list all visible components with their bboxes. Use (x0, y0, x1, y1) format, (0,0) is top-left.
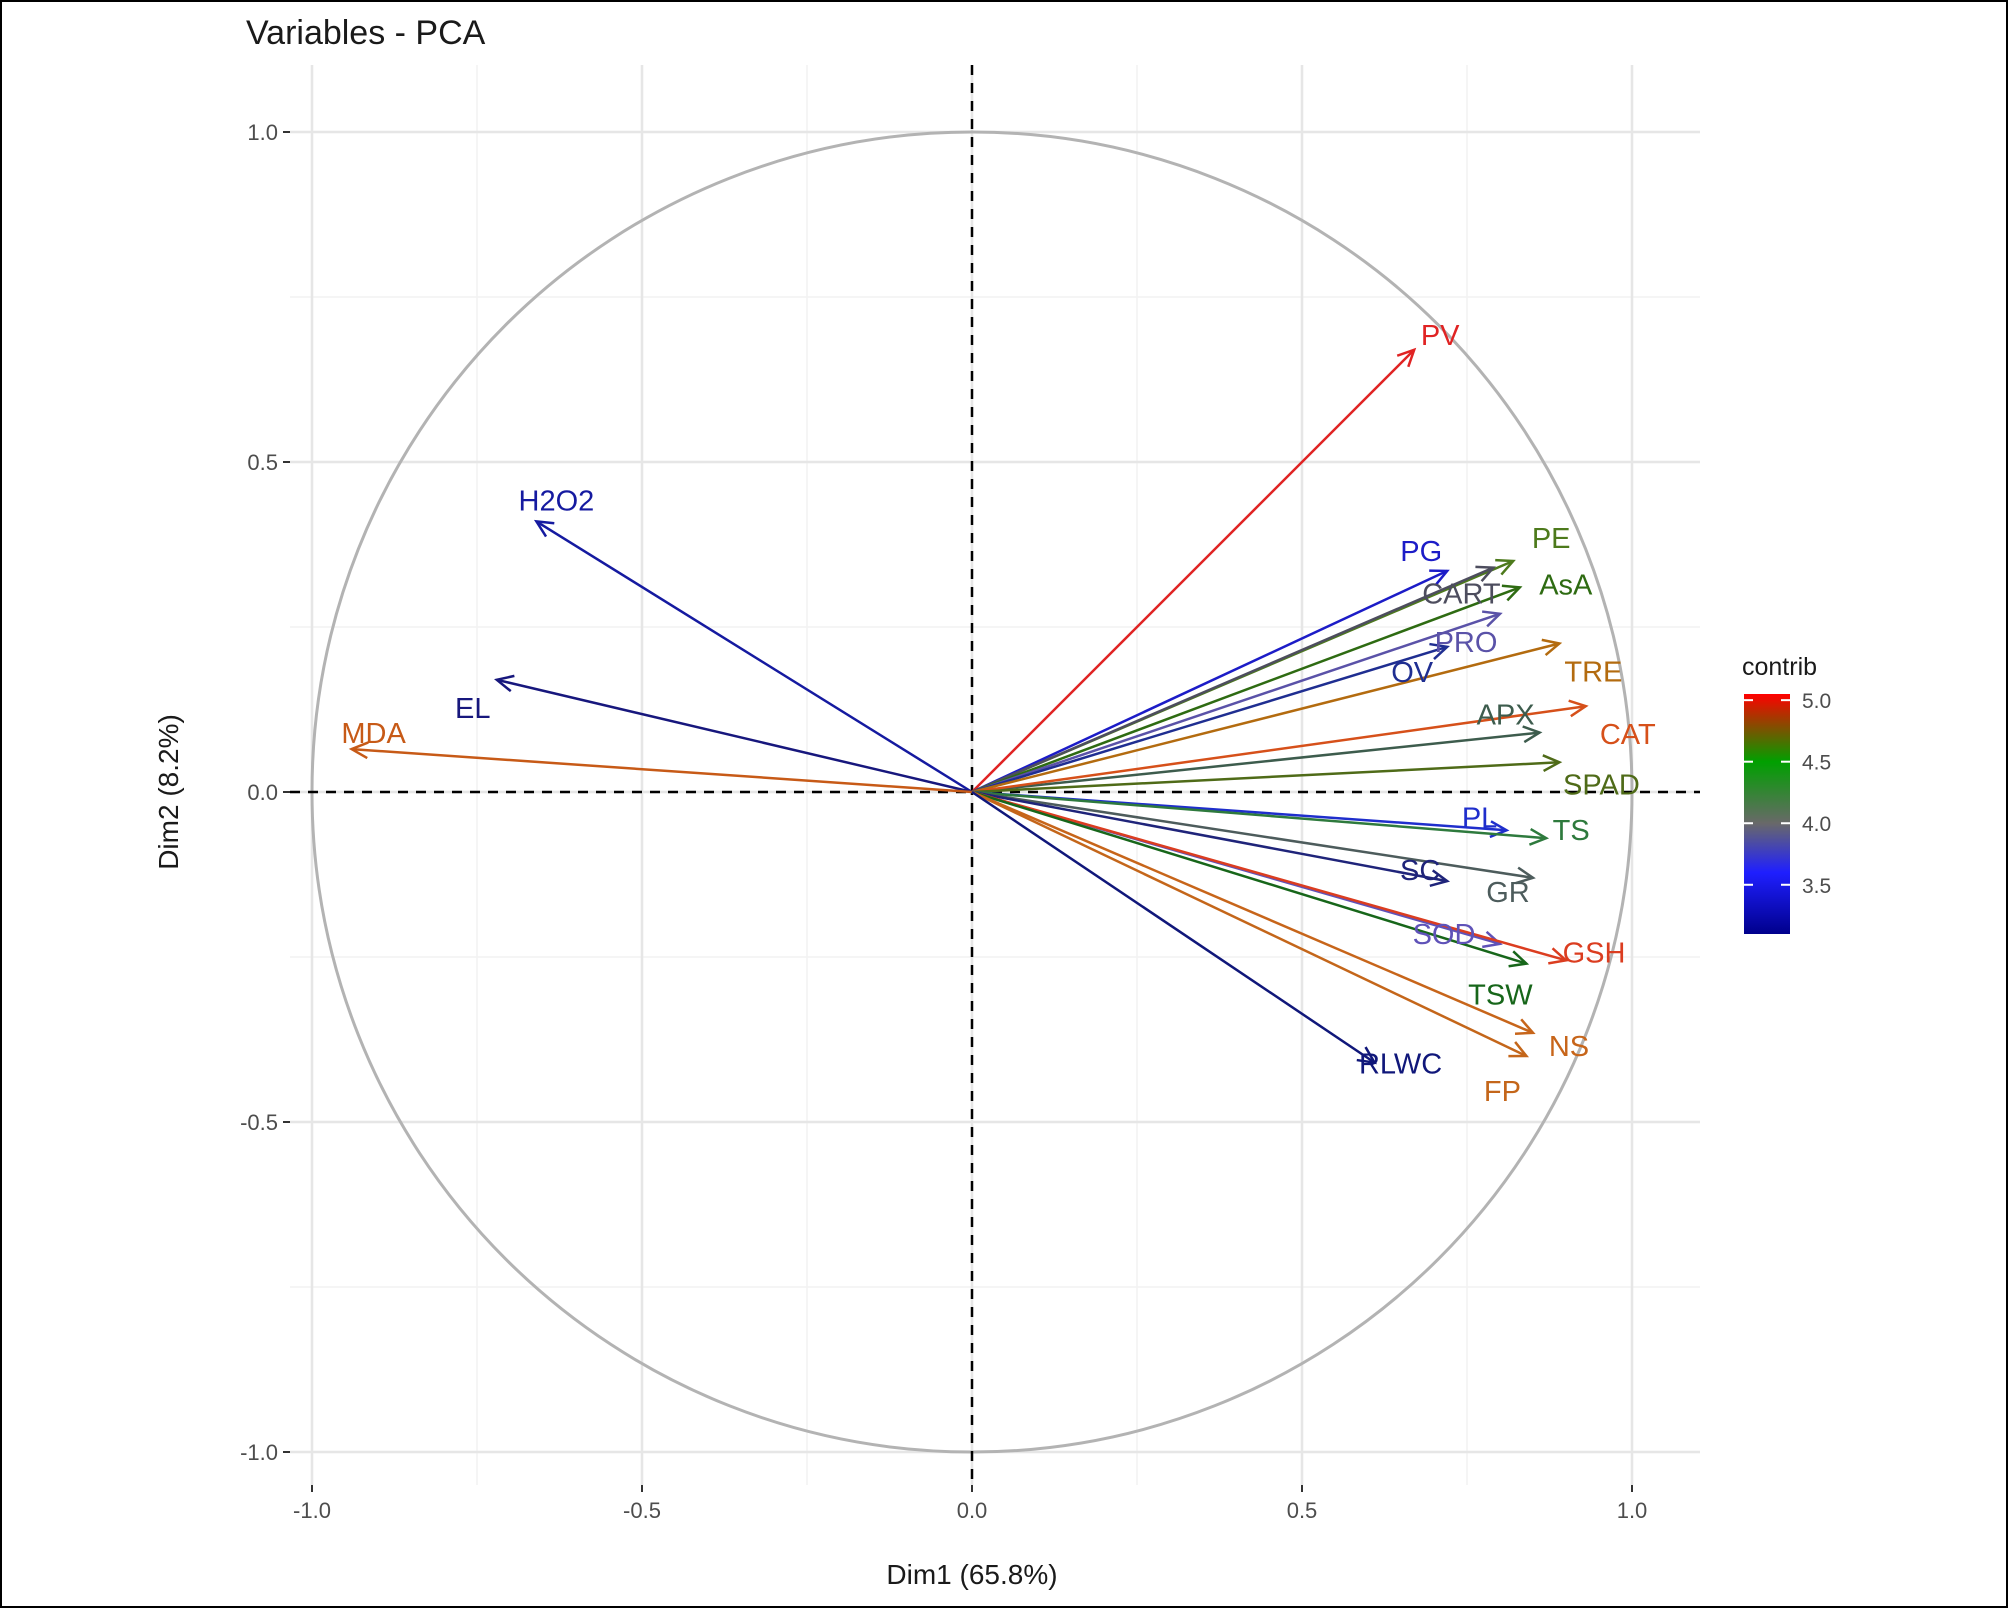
x-tick-label: 1.0 (1617, 1498, 1648, 1523)
arrow-pg (971, 569, 1448, 794)
label-pg: PG (1400, 536, 1442, 568)
variable-arrows (348, 347, 1589, 1065)
label-apx: APX (1477, 700, 1535, 732)
label-pl: PL (1462, 802, 1497, 834)
x-axis-ticks: -1.0 -0.5 0.0 0.5 1.0 (293, 1485, 1647, 1523)
plot-panel (290, 65, 1700, 1485)
label-mda: MDA (341, 718, 406, 750)
label-gsh: GSH (1563, 937, 1626, 969)
y-tick-label: -0.5 (240, 1110, 278, 1135)
label-gr: GR (1486, 877, 1530, 909)
arrow-apx (971, 731, 1540, 794)
label-pro: PRO (1435, 627, 1498, 659)
label-h2o2: H2O2 (519, 485, 595, 517)
arrowhead-ts (1528, 828, 1550, 846)
arrow-ns (971, 790, 1534, 1035)
x-axis-title: Dim1 (65.8%) (886, 1559, 1057, 1590)
y-axis-ticks: 1.0 0.5 0.0 -0.5 -1.0 (240, 120, 290, 1465)
label-ns: NS (1549, 1031, 1589, 1063)
arrowhead-pg (1429, 569, 1450, 586)
x-tick-label: -1.0 (293, 1498, 331, 1523)
arrowhead-pv (1396, 347, 1417, 368)
legend-title: contrib (1742, 653, 1817, 681)
arrow-pro (971, 612, 1501, 794)
arrowhead-apx (1522, 725, 1543, 744)
arrow-rlwc (971, 790, 1376, 1064)
label-pe: PE (1532, 523, 1571, 555)
label-tre: TRE (1564, 657, 1622, 689)
arrowhead-mda (348, 741, 369, 760)
x-tick-label: 0.5 (1287, 1498, 1318, 1523)
arrow-fp (971, 790, 1527, 1058)
label-el: EL (455, 693, 490, 725)
arrowhead-tsw (1508, 950, 1530, 968)
label-spad: SPAD (1563, 769, 1640, 801)
arrowhead-fp (1508, 1041, 1529, 1058)
arrow-sc (971, 790, 1448, 883)
y-tick-label: 1.0 (247, 120, 278, 145)
label-fp: FP (1484, 1076, 1521, 1108)
label-asa: AsA (1539, 569, 1593, 601)
arrowhead-tre (1541, 638, 1563, 657)
legend-tick-label: 4.0 (1802, 813, 1831, 836)
arrow-pv (971, 348, 1416, 793)
arrow-spad (971, 761, 1560, 794)
arrow-cart (971, 566, 1494, 794)
arrow-el (496, 678, 973, 794)
arrowhead-sc (1429, 869, 1451, 888)
arrowhead-cat (1568, 699, 1589, 718)
arrow-cat (971, 704, 1586, 794)
arrowhead-h2o2 (533, 519, 555, 538)
arrowhead-ns (1514, 1018, 1536, 1035)
grid-minor (290, 65, 1700, 1485)
chart-title: Variables - PCA (246, 14, 486, 52)
arrowhead-cart (1475, 565, 1497, 583)
x-tick-label: -0.5 (623, 1498, 661, 1523)
y-tick-label: 0.5 (247, 450, 278, 475)
arrow-ts (971, 790, 1547, 840)
label-rlwc: RLWC (1359, 1049, 1442, 1081)
arrowhead-pro (1481, 610, 1503, 628)
arrow-tre (971, 642, 1560, 794)
arrowhead-asa (1501, 584, 1523, 602)
x-tick-label: 0.0 (957, 1498, 988, 1523)
label-cat: CAT (1600, 719, 1656, 751)
y-tick-label: -1.0 (240, 1440, 278, 1465)
arrowhead-gr (1515, 866, 1536, 885)
legend-ticks: 5.0 4.5 4.0 3.5 (1744, 690, 1831, 898)
arrow-h2o2 (535, 520, 973, 794)
arrow-gr (971, 790, 1534, 880)
arrow-asa (971, 586, 1521, 794)
label-ts: TS (1553, 815, 1590, 847)
arrowhead-pe (1495, 558, 1516, 576)
arrowhead-rlwc (1356, 1046, 1377, 1065)
label-pv: PV (1421, 320, 1460, 352)
arrowhead-ov (1429, 642, 1450, 660)
arrowhead-el (494, 674, 515, 693)
label-ov: OV (1391, 657, 1434, 689)
label-tsw: TSW (1468, 980, 1533, 1012)
y-axis-title: Dim2 (8.2%) (153, 714, 184, 870)
arrowhead-spad (1542, 754, 1563, 773)
arrow-mda (351, 747, 973, 794)
arrow-tsw (971, 790, 1527, 965)
label-sc: SC (1400, 855, 1440, 887)
arrowhead-gsh (1548, 947, 1569, 965)
legend-tick-label: 5.0 (1802, 690, 1831, 713)
label-cart: CART (1422, 579, 1501, 611)
arrowhead-sod (1482, 930, 1503, 949)
arrow-ov (971, 645, 1448, 794)
arrow-gsh (971, 790, 1567, 962)
legend: contrib 5.0 4.5 4.0 3.5 (1742, 653, 1831, 934)
legend-tick-label: 3.5 (1802, 875, 1831, 898)
y-tick-label: 0.0 (247, 780, 278, 805)
legend-tick-label: 4.5 (1802, 752, 1831, 775)
label-sod: SOD (1413, 919, 1476, 951)
legend-colorbar (1744, 694, 1790, 934)
